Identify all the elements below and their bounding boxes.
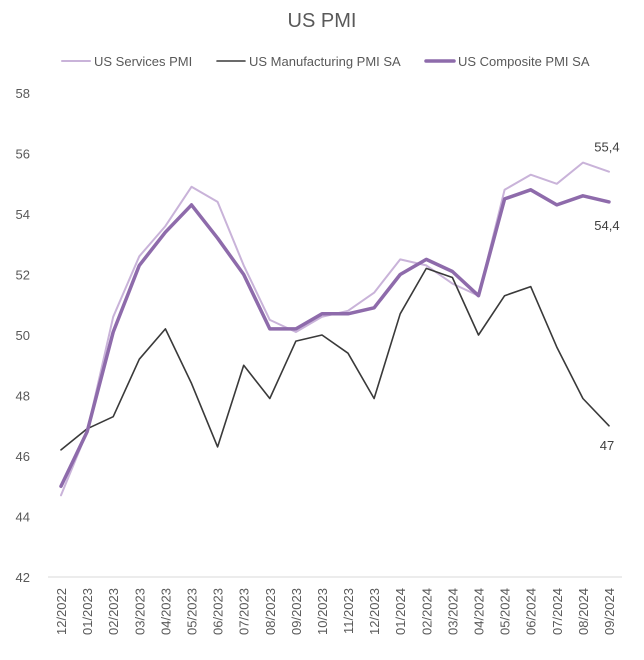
x-tick-label: 05/2023 [185, 588, 200, 635]
x-tick-label: 11/2023 [341, 588, 356, 634]
end-data-label: 54,4 [594, 218, 619, 233]
x-axis-ticks: 12/2022 01/2023 02/2023 03/2023 04/2023 05/20… [54, 588, 617, 635]
x-tick-label: 08/2024 [576, 588, 591, 635]
legend: US Services PMI US Manufacturing PMI SA US… [61, 54, 590, 69]
x-tick-label: 03/2024 [445, 588, 460, 635]
x-tick-label: 04/2023 [158, 588, 173, 635]
y-tick-label: 56 [16, 147, 30, 162]
x-tick-label: 01/2024 [393, 588, 408, 635]
x-tick-label: 09/2023 [289, 588, 304, 635]
x-tick-label: 03/2023 [132, 588, 147, 635]
series-line-2 [59, 188, 611, 489]
y-tick-label: 52 [16, 268, 30, 283]
x-tick-label: 10/2023 [315, 588, 330, 635]
y-tick-label: 44 [16, 510, 30, 525]
x-tick-label: 06/2024 [524, 588, 539, 635]
series-line-0 [60, 161, 610, 497]
x-tick-label: 02/2024 [419, 588, 434, 635]
y-axis-ticks: 42 44 46 48 50 52 54 56 58 [16, 86, 30, 585]
chart-title: US PMI [288, 10, 357, 32]
x-tick-label: 09/2024 [602, 588, 617, 635]
end-data-label: 55,4 [594, 140, 619, 155]
x-tick-label: 06/2023 [211, 588, 226, 635]
x-tick-label: 12/2023 [367, 588, 382, 635]
x-tick-label: 12/2022 [54, 588, 69, 635]
legend-label: US Manufacturing PMI SA [249, 54, 401, 69]
y-tick-label: 48 [16, 389, 30, 404]
y-tick-label: 54 [16, 207, 30, 222]
y-tick-label: 42 [16, 570, 30, 585]
x-tick-label: 01/2023 [80, 588, 95, 635]
x-tick-label: 08/2023 [263, 588, 278, 635]
y-tick-label: 50 [16, 328, 30, 343]
series-line-1 [60, 267, 610, 451]
x-tick-label: 07/2023 [237, 588, 252, 635]
x-tick-label: 02/2023 [106, 588, 121, 635]
legend-label: US Services PMI [94, 54, 192, 69]
series-group [59, 161, 611, 497]
y-tick-label: 58 [16, 86, 30, 101]
end-data-label: 47 [600, 438, 614, 453]
y-tick-label: 46 [16, 449, 30, 464]
x-tick-label: 05/2024 [498, 588, 513, 635]
x-tick-label: 07/2024 [550, 588, 565, 635]
legend-label: US Composite PMI SA [458, 54, 590, 69]
data-labels: 55,4 47 54,4 [594, 140, 619, 453]
x-tick-label: 04/2024 [472, 588, 487, 635]
